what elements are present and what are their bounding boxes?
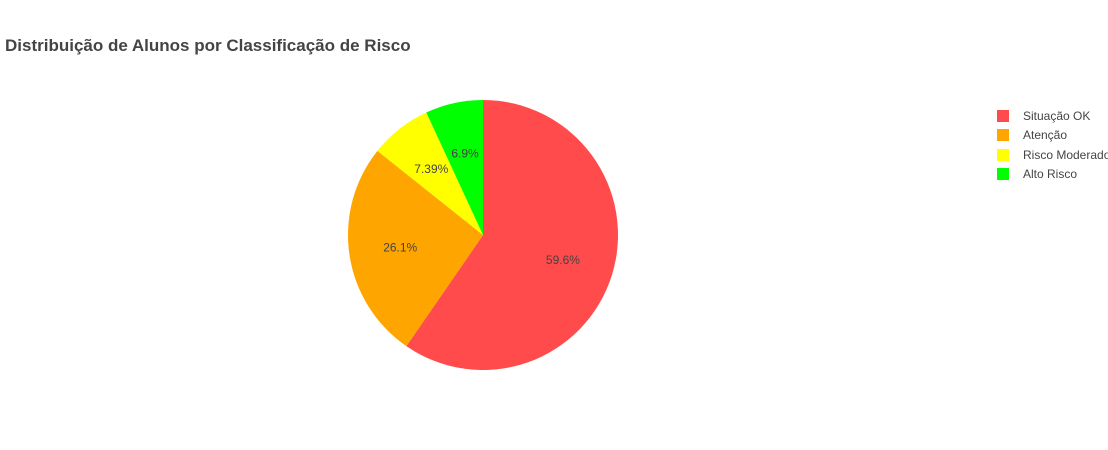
legend-swatch [997,148,1009,161]
legend-swatch [997,129,1009,142]
legend-item[interactable]: Alto Risco [997,165,1108,185]
chart-title: Distribuição de Alunos por Classificação… [5,36,411,55]
pie-slice-1[interactable] [348,150,483,347]
legend-item[interactable]: Atenção [997,126,1108,146]
pie-slice-labels: 59.6% 26.1% 7.39%6.9% [383,146,580,267]
legend-label: Atenção [1023,128,1068,143]
legend: Situação OK Atenção Risco Moderado Alto Ris… [997,106,1108,184]
legend-item[interactable]: Risco Moderado [997,145,1108,165]
slice-label-0: 59.6% [546,253,580,267]
slice-label-3: 6.9% [451,146,479,160]
legend-label: Situação OK [1023,108,1091,123]
legend-swatch [997,109,1009,122]
legend-item[interactable]: Situação OK [997,106,1108,126]
pie-slice-3[interactable] [426,100,483,235]
pie-slice-0[interactable] [406,100,619,371]
slice-label-1: 26.1% [383,240,417,254]
pie-slice-2[interactable] [377,112,483,235]
legend-swatch [997,168,1009,181]
legend-label: Risco Moderado [1023,147,1108,162]
legend-label: Alto Risco [1023,167,1078,182]
pie-slices [348,100,619,371]
slice-label-2: 7.39% [414,162,448,176]
